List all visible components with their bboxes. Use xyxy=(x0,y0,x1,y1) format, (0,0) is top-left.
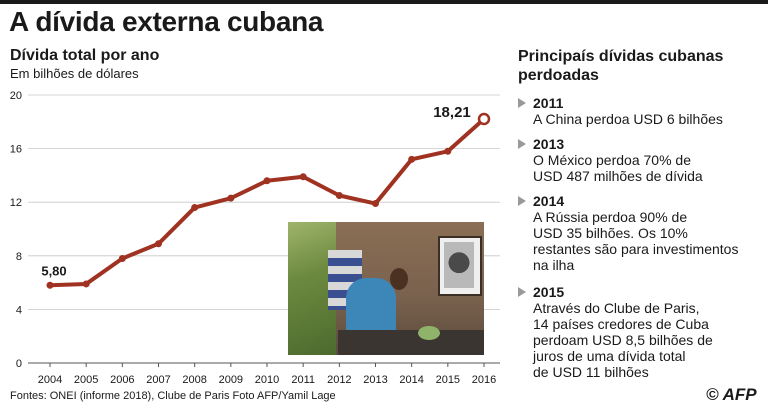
data-point xyxy=(227,194,235,202)
entry-line: restantes são para investimentos xyxy=(533,241,739,257)
entry-line: na ilha xyxy=(533,257,575,273)
x-axis-ticks: 2004 2005 2006 2007 2008 2009 2010 2011 2012 2013… xyxy=(38,363,496,386)
entry-line: A Rússia perdoa 90% de xyxy=(533,209,688,225)
entry-year: 2014 xyxy=(533,193,565,209)
chart-title: Dívida total por ano xyxy=(10,47,160,64)
data-label-first: 5,80 xyxy=(41,263,66,278)
afp-logo: © AFP xyxy=(706,385,757,404)
data-point xyxy=(299,173,307,181)
data-point xyxy=(155,240,162,248)
x-tick-label: 2008 xyxy=(182,374,206,386)
entry-line: USD 487 milhões de dívida xyxy=(533,168,703,184)
photo-portrait xyxy=(444,242,474,288)
x-tick-label: 2007 xyxy=(146,374,170,386)
photo xyxy=(288,222,484,355)
entry-line: O México perdoa 70% de xyxy=(533,152,691,168)
series-points xyxy=(46,112,491,289)
page-title: A dívida externa cubana xyxy=(9,6,324,37)
y-tick-label: 20 xyxy=(10,90,22,102)
data-point xyxy=(263,177,271,185)
x-tick-label: 2009 xyxy=(219,374,243,386)
data-point xyxy=(372,200,379,208)
data-point xyxy=(408,155,416,163)
x-tick-label: 2010 xyxy=(255,374,279,386)
entry-year: 2011 xyxy=(533,95,564,111)
x-tick-label: 2016 xyxy=(472,374,496,386)
source-footer: Fontes: ONEI (informe 2018), Clube de Pa… xyxy=(10,390,336,402)
entry-line: A China perdoa USD 6 bilhões xyxy=(533,111,723,127)
y-tick-label: 4 xyxy=(16,304,22,316)
y-tick-label: 0 xyxy=(16,358,22,370)
arrow-icon xyxy=(518,287,526,297)
photo-coconut xyxy=(418,326,440,340)
y-tick-label: 8 xyxy=(16,251,22,263)
entry-text: A China perdoa USD 6 bilhões xyxy=(533,111,765,127)
photo-counter xyxy=(338,330,484,355)
data-point xyxy=(118,254,126,262)
entry-line: de USD 11 bilhões xyxy=(533,364,649,380)
arrow-icon xyxy=(518,196,526,206)
arrow-icon xyxy=(518,139,526,149)
x-tick-label: 2012 xyxy=(327,374,351,386)
data-point xyxy=(191,204,199,212)
photo-person-head xyxy=(390,268,408,290)
data-labels: 5,80 18,21 xyxy=(41,104,470,278)
x-tick-label: 2013 xyxy=(363,374,387,386)
x-tick-label: 2011 xyxy=(291,374,315,386)
photo-person xyxy=(346,278,396,340)
data-point xyxy=(335,192,343,199)
chart-subtitle: Em bilhões de dólares xyxy=(10,66,139,81)
entry-line: perdoam USD 8,5 bilhões de xyxy=(533,332,713,348)
top-rule xyxy=(0,0,768,4)
x-tick-label: 2014 xyxy=(399,374,423,386)
data-point xyxy=(82,280,90,288)
entry-text: Através do Clube de Paris, 14 países cre… xyxy=(533,300,765,380)
entry-year: 2015 xyxy=(533,284,565,300)
entry-text: O México perdoa 70% de USD 487 milhões d… xyxy=(533,152,765,184)
x-tick-label: 2015 xyxy=(436,374,460,386)
entry-line: Através do Clube de Paris, xyxy=(533,300,700,316)
y-axis-ticks: 0 4 8 12 16 20 xyxy=(10,90,22,370)
data-label-last: 18,21 xyxy=(433,104,471,121)
data-point xyxy=(477,112,491,126)
x-tick-label: 2005 xyxy=(74,374,98,386)
entry-text: A Rússia perdoa 90% de USD 35 bilhões. O… xyxy=(533,209,765,273)
y-tick-label: 16 xyxy=(10,144,22,156)
data-point xyxy=(46,281,54,289)
entry-line: juros de uma dívida total xyxy=(533,348,686,364)
entry-line: USD 35 bilhões. Os 10% xyxy=(533,225,688,241)
arrow-icon xyxy=(518,98,526,108)
entry-line: 14 países credores de Cuba xyxy=(533,316,709,332)
data-point xyxy=(444,147,452,155)
y-tick-label: 12 xyxy=(10,197,22,209)
x-tick-label: 2006 xyxy=(110,374,134,386)
entry-year: 2013 xyxy=(533,136,565,152)
x-tick-label: 2004 xyxy=(38,374,62,386)
right-title: Principaís dívidas cubanas perdoadas xyxy=(518,48,724,84)
